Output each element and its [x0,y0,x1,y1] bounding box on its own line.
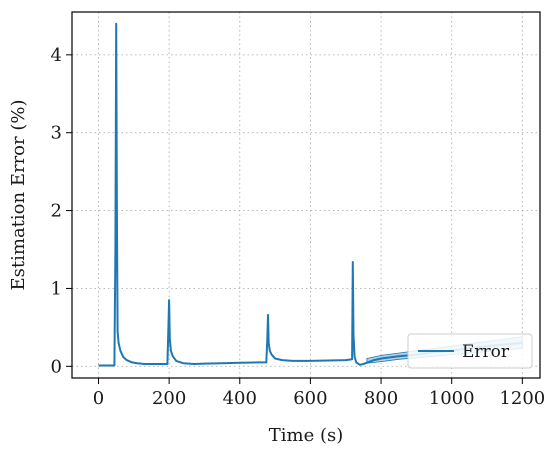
x-tick-label-800: 800 [364,388,398,409]
error-series-line [98,22,523,367]
legend-box [407,333,533,369]
y-tick-label-4: 4 [51,45,62,66]
y-axis-label: Estimation Error (%) [8,100,29,291]
y-tick-label-3: 3 [51,123,62,144]
legend-label-error: Error [462,342,510,362]
legend: Error [407,333,533,369]
x-tick-label-0: 0 [93,388,104,409]
x-axis: 0 200 400 600 800 1000 1200 [93,378,545,409]
x-tick-label-600: 600 [293,388,327,409]
y-tick-label-0: 0 [51,356,62,377]
x-tick-label-400: 400 [223,388,257,409]
grid-lines [72,12,540,378]
y-tick-label-2: 2 [51,201,62,222]
axes-frame [71,11,541,379]
y-axis: 0 1 2 3 4 [51,45,72,377]
x-tick-label-1000: 1000 [429,388,475,409]
y-tick-label-1: 1 [51,278,62,299]
x-tick-label-200: 200 [152,388,186,409]
x-axis-label: Time (s) [269,425,344,446]
x-tick-label-1200: 1200 [499,388,545,409]
